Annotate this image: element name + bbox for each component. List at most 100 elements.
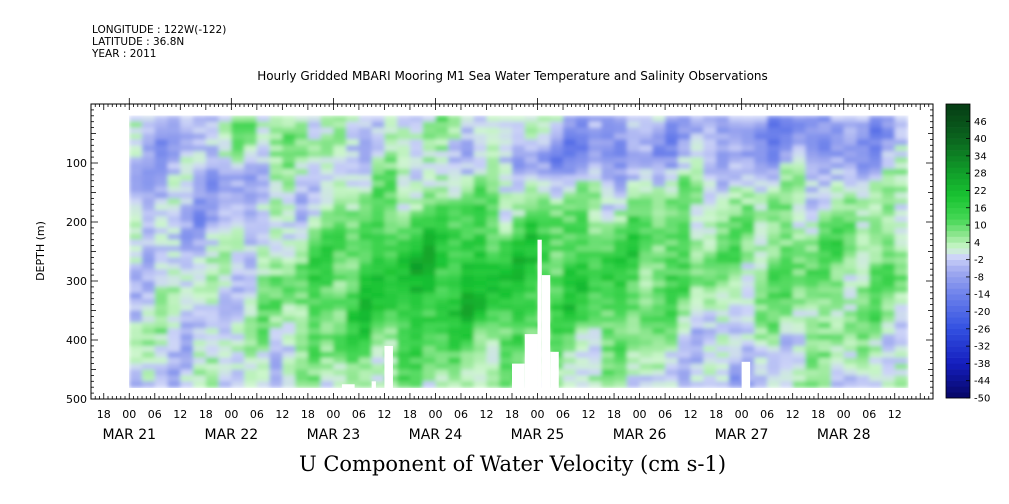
heatmap-cell <box>537 257 551 264</box>
heatmap-cell <box>614 151 628 158</box>
heatmap-cell <box>690 357 704 365</box>
heatmap-cell <box>741 151 755 158</box>
heatmap-cell <box>486 298 500 306</box>
heatmap-cell <box>690 340 704 347</box>
heatmap-cell <box>180 275 194 282</box>
x-date-label: MAR 27 <box>715 427 769 443</box>
heatmap-cell <box>193 145 207 152</box>
heatmap-cell <box>830 257 845 264</box>
heatmap-cell <box>358 263 373 270</box>
heatmap-cell <box>690 133 704 140</box>
heatmap-cell <box>129 222 143 229</box>
heatmap-cell <box>575 216 590 223</box>
heatmap-cell <box>881 186 896 194</box>
heatmap-cell <box>422 298 437 306</box>
heatmap-cell <box>716 222 730 229</box>
heatmap-cell <box>894 369 909 376</box>
heatmap-cell <box>371 369 386 376</box>
heatmap-cell <box>818 340 832 347</box>
heatmap-cell <box>716 157 730 164</box>
heatmap-cell <box>805 263 819 270</box>
x-hour-label: 12 <box>888 408 902 421</box>
heatmap-cell <box>409 316 424 323</box>
heatmap-cell <box>142 251 156 258</box>
heatmap-cell <box>320 269 334 276</box>
heatmap-cell <box>269 322 283 329</box>
heatmap-cell <box>843 316 858 323</box>
heatmap-cell <box>690 381 704 388</box>
heatmap-cell <box>193 186 207 194</box>
heatmap-cell <box>422 375 437 382</box>
heatmap-cell <box>371 328 386 335</box>
heatmap-cell <box>320 245 334 253</box>
heatmap-cell <box>665 198 679 205</box>
heatmap-cell <box>830 115 845 123</box>
heatmap-cell <box>550 292 564 300</box>
heatmap-cell <box>894 121 909 129</box>
heatmap-cell <box>716 340 730 347</box>
heatmap-cell <box>575 168 590 176</box>
heatmap-cell <box>473 245 488 253</box>
heatmap-cell <box>448 275 462 282</box>
heatmap-cell <box>601 345 615 353</box>
heatmap-cell <box>231 251 245 258</box>
heatmap-cell <box>460 198 475 205</box>
heatmap-cell <box>193 269 207 276</box>
heatmap-cell <box>767 245 781 253</box>
heatmap-cell <box>779 334 794 341</box>
heatmap-cell <box>193 216 207 223</box>
heatmap-cell <box>767 292 781 300</box>
heatmap-cell <box>499 351 513 359</box>
heatmap-cell <box>422 292 437 300</box>
heatmap-cell <box>601 157 615 164</box>
heatmap-cell <box>792 345 807 353</box>
heatmap-cell <box>460 121 475 129</box>
heatmap-cell <box>333 127 347 135</box>
heatmap-cell <box>422 216 437 223</box>
heatmap-cell <box>193 222 207 229</box>
heatmap-cell <box>282 345 296 353</box>
heatmap-cell <box>499 163 513 170</box>
heatmap-cell <box>154 127 169 135</box>
x-hour-label: 18 <box>301 408 315 421</box>
metadata-block: LONGITUDE : 122W(-122) LATITUDE : 36.8N … <box>92 24 226 60</box>
heatmap-cell <box>588 157 602 164</box>
heatmap-cell <box>154 174 169 182</box>
heatmap-cell <box>703 381 717 388</box>
heatmap-cell <box>422 168 437 176</box>
heatmap-cell <box>282 328 296 335</box>
heatmap-cell <box>614 340 628 347</box>
heatmap-cell <box>384 245 398 253</box>
heatmap-cell <box>460 334 475 341</box>
heatmap-cell <box>894 168 909 176</box>
heatmap-cell <box>422 269 437 276</box>
heatmap-cell <box>307 269 322 276</box>
heatmap-cell <box>384 133 398 140</box>
heatmap-cell <box>818 222 832 229</box>
heatmap-cell <box>601 180 615 188</box>
heatmap-cell <box>728 227 743 235</box>
heatmap-cell <box>180 157 194 164</box>
heatmap-cell <box>767 310 781 317</box>
heatmap-cell <box>205 251 220 258</box>
colorbar-swatch <box>946 305 970 312</box>
heatmap-cell <box>409 151 424 158</box>
heatmap-cell <box>435 286 449 294</box>
heatmap-cell <box>639 139 653 146</box>
heatmap-cell <box>716 281 730 288</box>
heatmap-cell <box>626 233 641 241</box>
heatmap-cell <box>244 340 258 347</box>
heatmap-cell <box>741 316 755 323</box>
heatmap-cell <box>422 115 437 123</box>
heatmap-cell <box>601 381 615 388</box>
heatmap-cell <box>614 334 628 341</box>
heatmap-cell <box>256 340 271 347</box>
heatmap-cell <box>716 363 730 371</box>
heatmap-cell <box>741 192 755 199</box>
heatmap-cell <box>499 381 513 388</box>
heatmap-cell <box>716 351 730 359</box>
heatmap-cell <box>384 251 398 258</box>
heatmap-cell <box>639 227 653 235</box>
heatmap-cell <box>154 328 169 335</box>
heatmap-cell <box>779 292 794 300</box>
